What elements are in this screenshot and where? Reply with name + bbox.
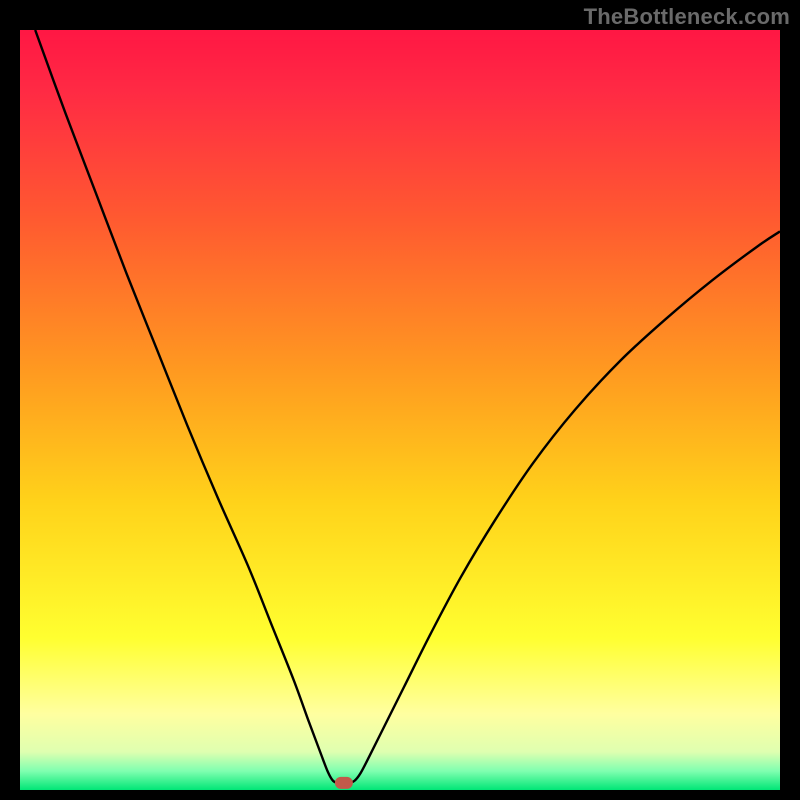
- plot-area: [20, 30, 780, 790]
- bottleneck-curve: [20, 30, 780, 790]
- watermark-text: TheBottleneck.com: [584, 4, 790, 30]
- chart-container: TheBottleneck.com: [0, 0, 800, 800]
- optimal-point-marker: [335, 777, 353, 789]
